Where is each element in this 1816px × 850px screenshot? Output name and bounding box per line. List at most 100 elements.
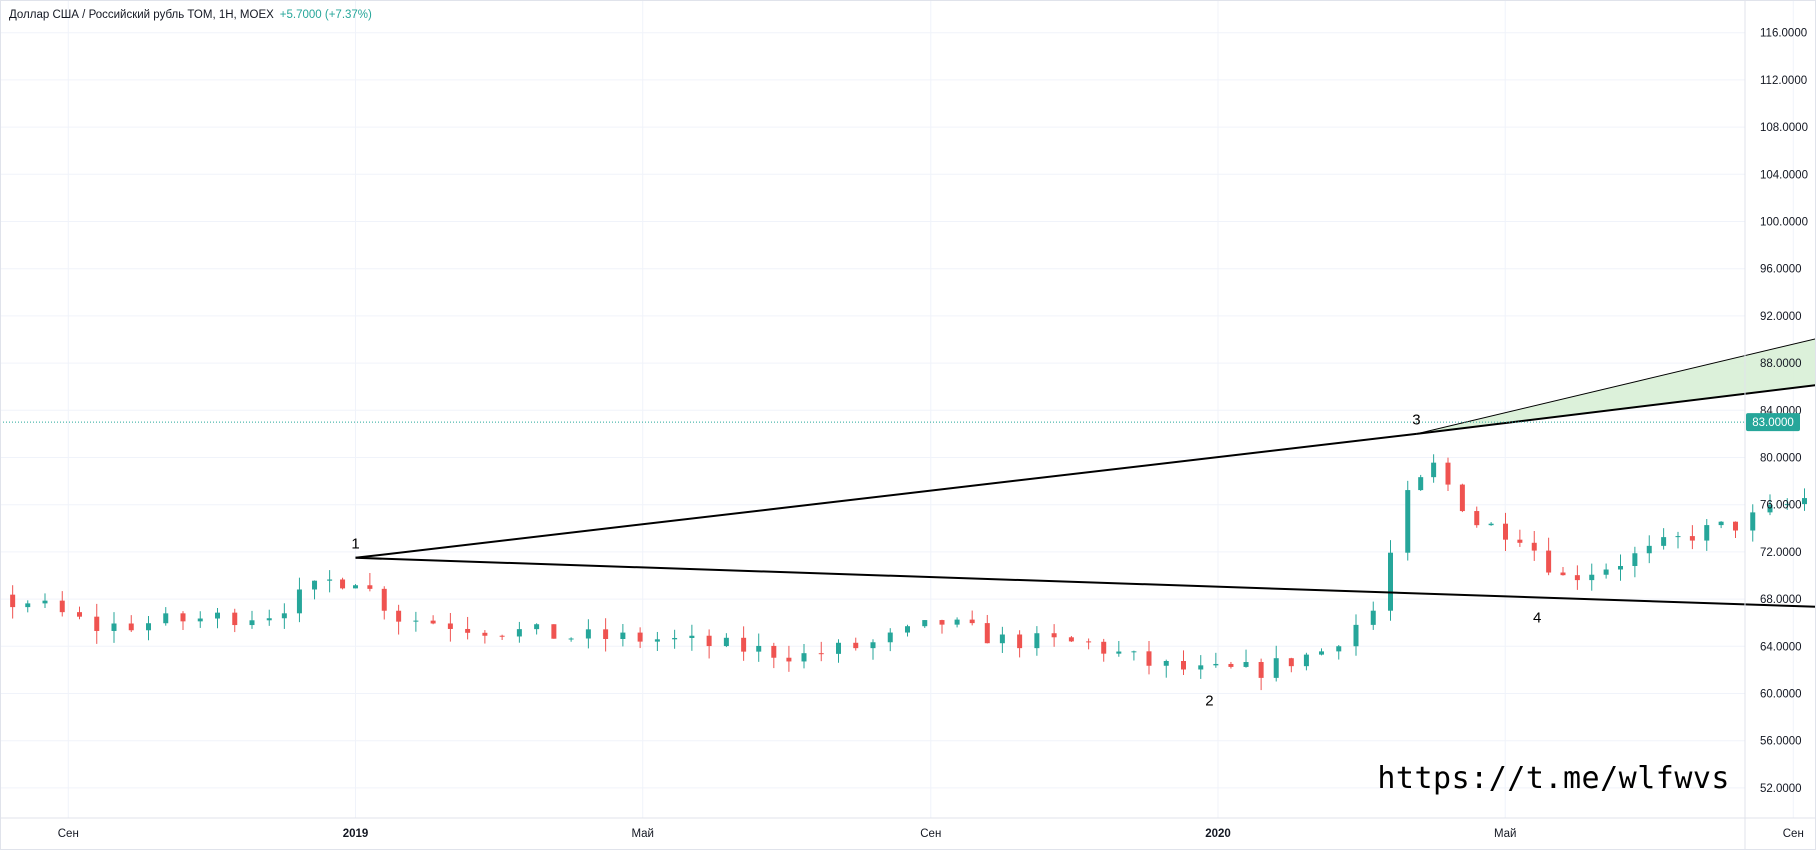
candle-body — [756, 646, 761, 652]
candle-body — [1546, 551, 1551, 573]
candle-body — [382, 589, 387, 611]
candle-body — [1704, 525, 1709, 540]
candle-body — [1632, 553, 1637, 566]
candle-body — [1589, 575, 1594, 580]
candle-body — [819, 653, 824, 654]
candle-body — [551, 624, 556, 638]
candle-body — [282, 613, 287, 618]
candle-body — [1069, 637, 1074, 641]
candle-body — [1086, 641, 1091, 642]
candle-body — [1147, 651, 1152, 665]
candle-body — [655, 639, 660, 641]
candle-body — [181, 613, 186, 621]
candle-body — [1198, 665, 1203, 669]
candle-body — [1228, 664, 1233, 667]
candle-body — [1474, 511, 1479, 525]
wave-label-4: 4 — [1533, 610, 1541, 627]
price-tick-label: 72.0000 — [1760, 547, 1802, 559]
candle-body — [1405, 490, 1410, 553]
candle-body — [517, 629, 522, 636]
candle-body — [413, 621, 418, 622]
candle-body — [1532, 543, 1537, 551]
candle-body — [888, 633, 893, 643]
candle-body — [1460, 485, 1465, 511]
candle-body — [327, 579, 332, 580]
candle-body — [940, 620, 945, 625]
candle-body — [638, 633, 643, 642]
candle-body — [534, 624, 539, 629]
price-tick-label: 104.0000 — [1760, 169, 1808, 181]
symbol-title: Доллар США / Российский рубль ТОМ, 1Н, M… — [9, 9, 274, 21]
candle-body — [77, 612, 82, 617]
candle-body — [1274, 658, 1279, 678]
candle-body — [250, 620, 255, 625]
candle-body — [1017, 635, 1022, 649]
price-tick-label: 64.0000 — [1760, 641, 1802, 653]
candle-body — [1561, 573, 1566, 576]
candle-body — [1371, 611, 1376, 625]
candle-body — [112, 624, 117, 631]
time-tick-label: Сен — [58, 828, 79, 840]
candle-body — [741, 638, 746, 652]
price-tick-label: 88.0000 — [1760, 358, 1802, 370]
time-tick-label: Сен — [920, 828, 941, 840]
wave-label-1: 1 — [351, 535, 359, 552]
candle-body — [1131, 651, 1136, 652]
candle-body — [1418, 477, 1423, 490]
candle-body — [771, 646, 776, 658]
candle-body — [367, 585, 372, 589]
candle-body — [10, 595, 15, 607]
candle-body — [1289, 658, 1294, 666]
candle-body — [431, 621, 436, 624]
candle-body — [1647, 546, 1652, 553]
candle-body — [500, 636, 505, 637]
candle-body — [129, 624, 134, 631]
candle-body — [1618, 566, 1623, 569]
candle-body — [1052, 633, 1057, 637]
candle-body — [448, 623, 453, 629]
price-tick-label: 112.0000 — [1760, 75, 1807, 87]
wave-label-2: 2 — [1205, 692, 1213, 709]
candle-body — [1181, 661, 1186, 669]
wave-label-3: 3 — [1412, 411, 1420, 428]
price-tick-label: 116.0000 — [1760, 28, 1807, 40]
candle-body — [1304, 655, 1309, 667]
candle-body — [836, 643, 841, 654]
candle-body — [603, 629, 608, 639]
price-tick-label: 92.0000 — [1760, 311, 1802, 323]
time-tick-label: Май — [631, 828, 654, 840]
candle-body — [1676, 536, 1681, 537]
candle-body — [215, 613, 220, 619]
candle-body — [620, 633, 625, 639]
candle-body — [1661, 537, 1666, 546]
time-tick-label: 2019 — [343, 828, 369, 840]
price-tick-label: 80.0000 — [1760, 453, 1802, 465]
candle-body — [1802, 498, 1807, 504]
candle-body — [146, 623, 151, 630]
candle-body — [1733, 522, 1738, 531]
candle-body — [1431, 463, 1436, 477]
candle-body — [1517, 540, 1522, 543]
candle-body — [1750, 512, 1755, 530]
candle-body — [724, 638, 729, 646]
candle-body — [1319, 651, 1324, 654]
price-tick-label: 100.0000 — [1760, 217, 1808, 229]
candle-body — [905, 626, 910, 632]
candle-body — [1259, 662, 1264, 678]
candle-body — [871, 642, 876, 648]
candle-body — [707, 636, 712, 646]
candle-body — [955, 620, 960, 625]
current-price-label: 83.0000 — [1752, 417, 1794, 429]
price-change: +5.7000 (+7.37%) — [280, 9, 372, 21]
candle-body — [1690, 536, 1695, 540]
candle-body — [60, 601, 65, 613]
candle-body — [465, 629, 470, 633]
candle-body — [1213, 664, 1218, 665]
candle-body — [1101, 642, 1106, 654]
candle-body — [1034, 633, 1039, 648]
price-tick-label: 60.0000 — [1760, 689, 1802, 701]
price-tick-label: 76.0000 — [1760, 500, 1802, 512]
candle-body — [985, 623, 990, 643]
candle-body — [786, 658, 791, 662]
